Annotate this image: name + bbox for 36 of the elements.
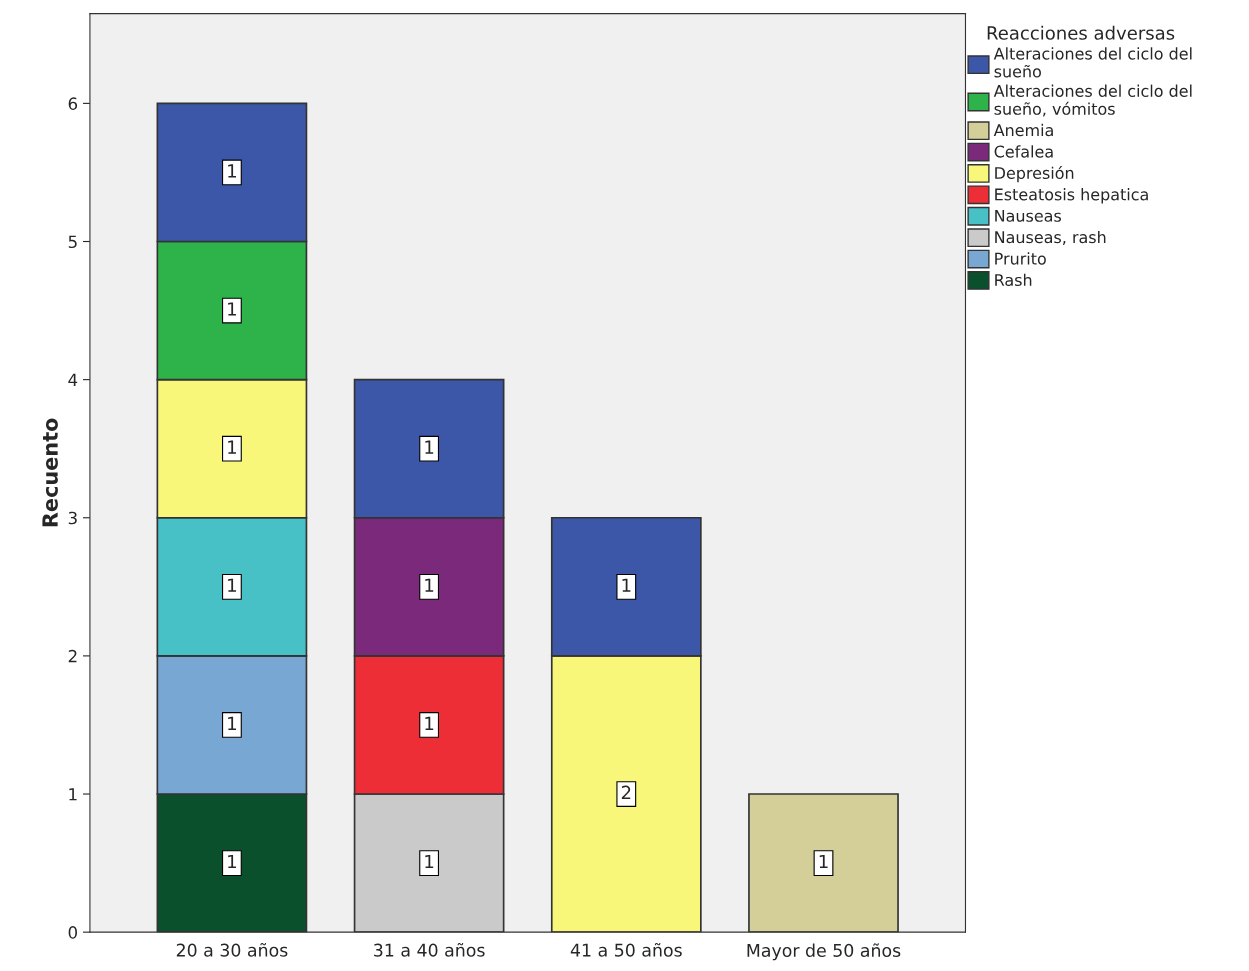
legend-label: Alteraciones del ciclo del sueño, vómitos	[993, 84, 1192, 117]
x-tick-label: 31 a 40 años	[374, 942, 485, 957]
data-label: 1	[228, 578, 236, 592]
legend-label: Cefalea	[994, 145, 1053, 158]
y-tick-label: 6	[68, 97, 78, 110]
y-tick-label: 0	[68, 926, 78, 939]
data-label: 1	[228, 854, 236, 869]
legend-label: Prurito	[995, 252, 1046, 265]
legend-label: Anemia	[993, 123, 1053, 137]
data-label: 1	[622, 578, 631, 592]
x-tick-label: 20 a 30 años	[176, 942, 288, 957]
data-label: 1	[425, 440, 434, 454]
legend-label: Esteatosis hepatica	[995, 188, 1148, 204]
legend-label: Rash	[995, 273, 1032, 287]
y-tick-label: 4	[68, 373, 78, 386]
legend-label: Depresión	[995, 166, 1074, 183]
data-label: 1	[228, 716, 236, 730]
x-tick-label: 41 a 50 años	[570, 942, 682, 957]
x-tick-label: Mayor de 50 años	[747, 943, 901, 961]
data-label: 1	[425, 716, 434, 730]
data-label: 2	[621, 785, 631, 800]
legend-label: Alteraciones del ciclo del sueño	[993, 47, 1192, 78]
data-label: 1	[228, 302, 236, 316]
legend-label: Nauseas	[995, 209, 1062, 222]
legend-label: Nauseas, rash	[995, 230, 1106, 245]
y-tick-label: 1	[69, 788, 77, 801]
data-label: 1	[228, 164, 236, 178]
data-label: 1	[425, 854, 434, 869]
data-label: 1	[425, 578, 434, 592]
data-label: 1	[228, 440, 236, 454]
y-tick-label: 2	[68, 649, 77, 663]
y-tick-label: 5	[68, 235, 77, 249]
data-label: 1	[819, 854, 828, 869]
y-tick-label: 3	[68, 511, 77, 525]
legend-title: Reacciones adversas	[987, 25, 1175, 40]
y-axis-title: Recuento	[42, 418, 58, 527]
